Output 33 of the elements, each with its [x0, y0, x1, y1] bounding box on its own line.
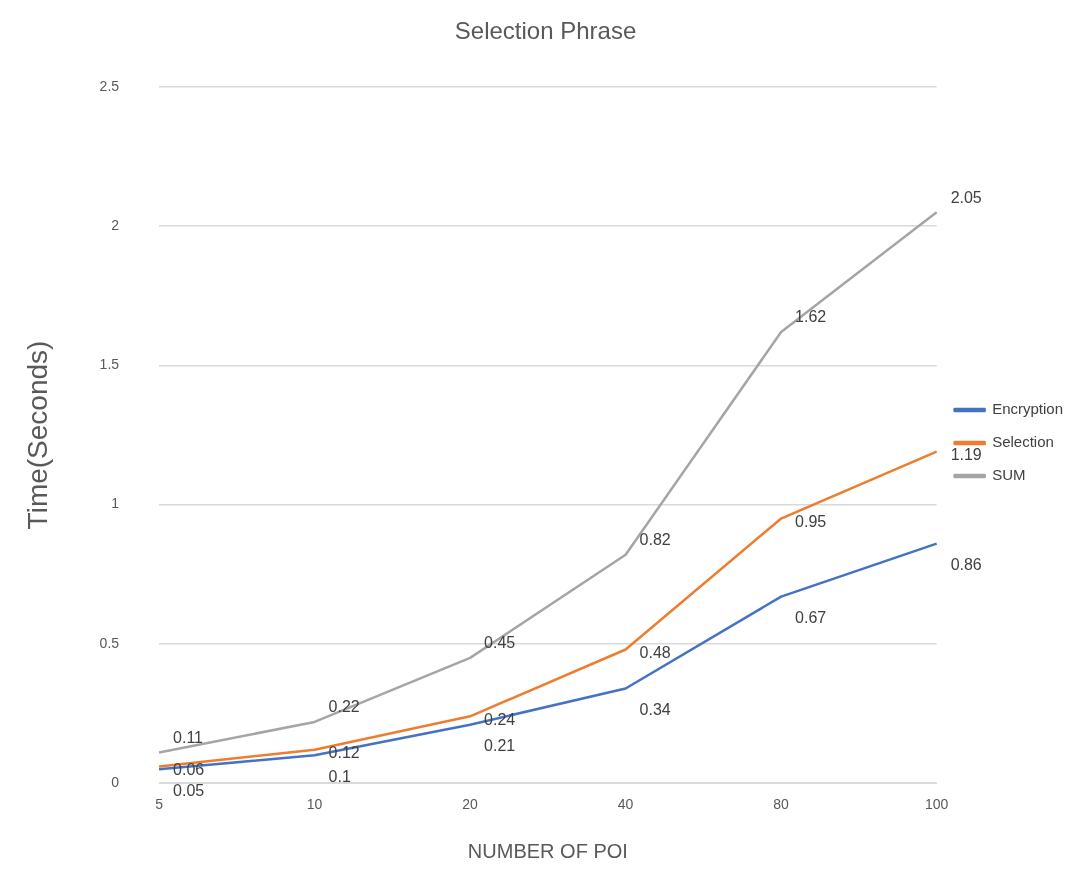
data-label: 1.19	[950, 446, 982, 464]
data-label: 1.62	[795, 308, 827, 326]
legend-label: Selection	[992, 433, 1054, 451]
data-label: 0.05	[173, 781, 205, 799]
data-label: 0.82	[639, 531, 671, 549]
x-tick-label: 40	[617, 796, 634, 813]
x-tick-label: 100	[924, 796, 949, 813]
x-tick-label: 5	[155, 796, 164, 813]
legend-label: SUM	[992, 466, 1026, 484]
y-tick-label: 1	[111, 495, 120, 512]
y-tick-label: 0.5	[99, 634, 120, 651]
data-label: 0.48	[639, 643, 671, 661]
data-label: 0.11	[173, 728, 204, 746]
y-tick-label: 2.5	[99, 77, 120, 94]
data-label: 0.22	[328, 698, 360, 716]
x-tick-label: 80	[773, 796, 790, 813]
data-label: 0.86	[950, 556, 982, 574]
y-tick-label: 0	[111, 774, 120, 791]
y-axis-title: Time(Seconds)	[21, 340, 53, 530]
data-label: 0.95	[795, 512, 827, 530]
data-label: 0.45	[484, 634, 516, 652]
x-axis-title: NUMBER OF POI	[467, 839, 628, 862]
data-label: 0.1	[328, 767, 351, 785]
chart-title: Selection Phrase	[454, 17, 637, 45]
y-tick-label: 1.5	[99, 356, 120, 373]
data-label: 0.67	[795, 608, 827, 626]
legend-label: Encryption	[992, 400, 1064, 418]
data-label: 2.05	[950, 188, 982, 206]
x-tick-label: 20	[462, 796, 479, 813]
data-label: 0.21	[484, 737, 516, 755]
data-label: 0.34	[639, 700, 671, 718]
y-tick-label: 2	[111, 216, 120, 233]
x-tick-label: 10	[306, 796, 323, 813]
